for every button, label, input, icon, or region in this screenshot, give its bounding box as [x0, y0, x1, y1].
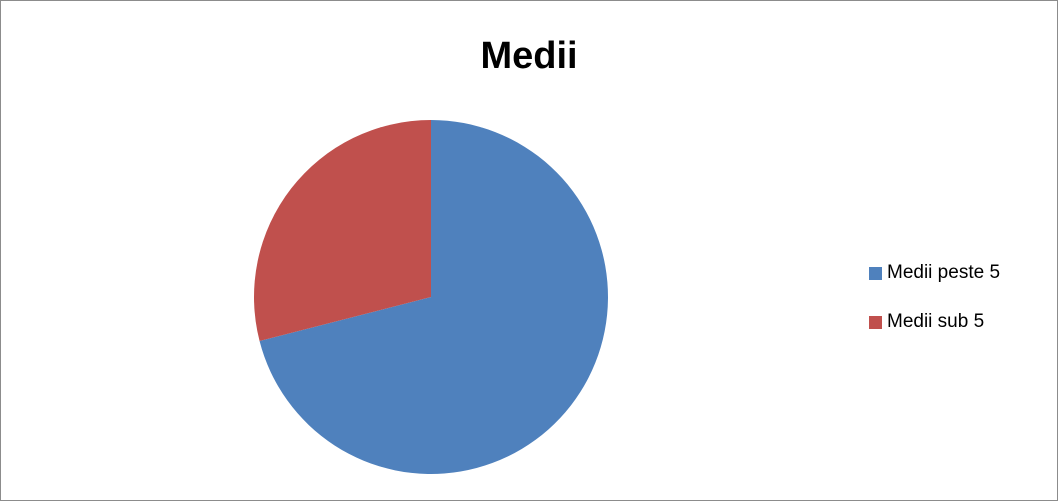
legend-item-medii-sub-5: Medii sub 5 [869, 308, 1000, 336]
pie-slices [253, 119, 608, 474]
legend-label-medii-peste-5: Medii peste 5 [887, 262, 1001, 283]
pie-slice-medii-peste-5 [259, 120, 608, 474]
chart-title: Medii [480, 35, 578, 77]
legend-swatch-medii-peste-5 [869, 266, 882, 280]
legend-item-medii-peste-5: Medii peste 5 [869, 259, 1000, 287]
legend-label-medii-sub-5: Medii sub 5 [887, 311, 985, 332]
legend-swatch-medii-sub-5 [869, 315, 882, 329]
pie-slice-medii-sub-5 [253, 119, 431, 342]
legend: Medii peste 5 Medii sub 5 [869, 259, 1000, 357]
